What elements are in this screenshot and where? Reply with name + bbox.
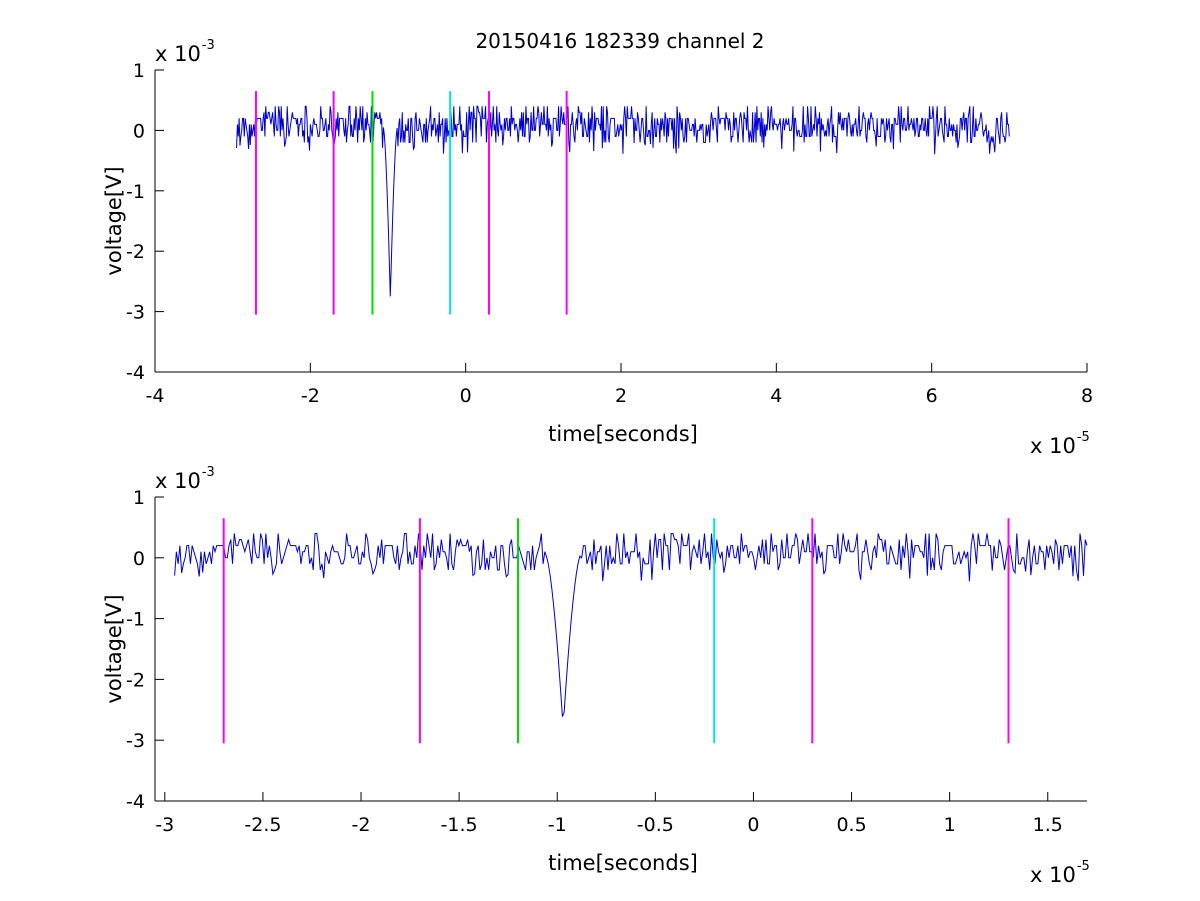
x-tick-label: 0.5 — [836, 814, 866, 836]
x-axis-label: time[seconds] — [548, 851, 698, 875]
x-tick-label: -2.5 — [244, 814, 281, 836]
y-tick-label: -4 — [126, 791, 145, 813]
x-tick-label: 2 — [615, 385, 627, 407]
x-tick-label: 1.5 — [1033, 814, 1063, 836]
y-tick-label: -3 — [126, 302, 145, 324]
y-tick-label: 1 — [133, 487, 145, 509]
x-tick-label: -2 — [301, 385, 320, 407]
y-multiplier-label: x 10-3 — [155, 38, 215, 66]
y-tick-label: -1 — [126, 181, 145, 203]
x-tick-label: -1.5 — [441, 814, 478, 836]
y-tick-label: 1 — [133, 60, 145, 82]
x-multiplier-label: x 10-5 — [1030, 859, 1090, 887]
x-tick-label: 0 — [747, 814, 759, 836]
x-tick-label: -1 — [548, 814, 567, 836]
y-axis-label: voltage[V] — [102, 594, 126, 703]
x-tick-label: -4 — [146, 385, 165, 407]
x-tick-label: -2 — [352, 814, 371, 836]
y-tick-label: -3 — [126, 730, 145, 752]
y-tick-label: 0 — [133, 120, 145, 142]
bottom-plot: -3 -2.5 -2 -1.5 -1 -0.5 0 0.5 1 1.5 -4 -3 -2 -1 0 1 time… — [102, 465, 1090, 887]
x-axis-label: time[seconds] — [548, 422, 698, 446]
x-tick-label: 8 — [1081, 385, 1093, 407]
x-tick-label: -3 — [155, 814, 174, 836]
x-tick-label: 1 — [944, 814, 956, 836]
x-multiplier-label: x 10-5 — [1030, 430, 1090, 458]
x-tick-label: 0 — [460, 385, 472, 407]
x-tick-label: 6 — [926, 385, 938, 407]
voltage-trace — [174, 532, 1088, 717]
figure-title: 20150416 182339 channel 2 — [475, 29, 764, 53]
x-tick-label: -0.5 — [637, 814, 674, 836]
y-tick-label: -1 — [126, 609, 145, 631]
voltage-trace — [236, 105, 1010, 297]
y-tick-label: -4 — [126, 362, 145, 384]
y-tick-label: 0 — [133, 548, 145, 570]
y-multiplier-label: x 10-3 — [155, 465, 215, 493]
y-axis-label: voltage[V] — [102, 166, 126, 275]
y-tick-label: -2 — [126, 669, 145, 691]
x-tick-label: 4 — [770, 385, 782, 407]
top-plot: -4 -2 0 2 4 6 8 -4 -3 -2 -1 0 1 time[seconds] voltage[… — [102, 38, 1093, 458]
y-tick-label: -2 — [126, 241, 145, 263]
